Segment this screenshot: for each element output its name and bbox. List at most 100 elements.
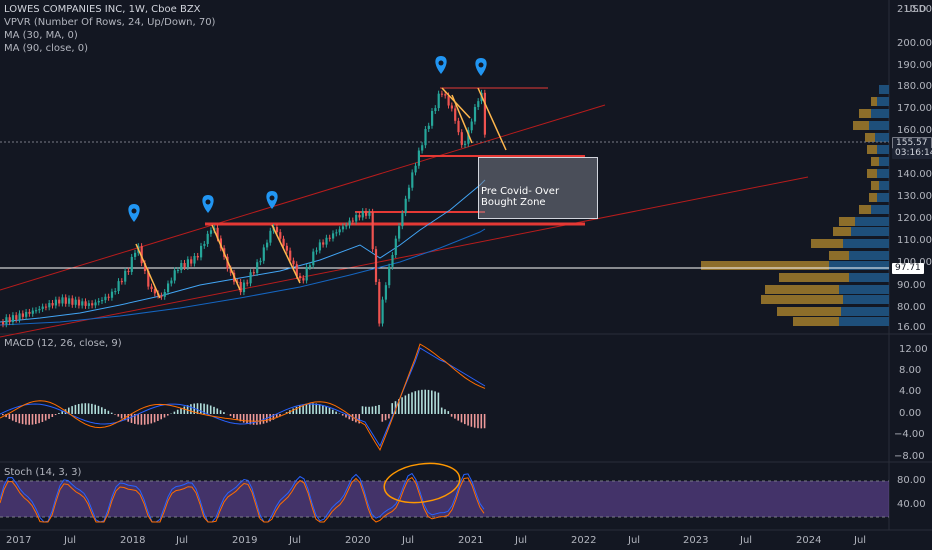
volume-profile-up-bar (829, 261, 889, 270)
candle-body (384, 285, 387, 300)
candle-body (127, 270, 130, 272)
volume-profile-up-bar (839, 317, 889, 326)
candle-body (322, 242, 325, 245)
candle-body (259, 260, 262, 263)
candle-body (242, 282, 246, 293)
macd-histogram-bar (77, 403, 80, 414)
macd-histogram-bar (249, 414, 252, 425)
macd-histogram-bar (384, 414, 387, 421)
macd-histogram-bar (272, 414, 275, 420)
candle-body (371, 211, 374, 250)
time-axis-label: 2017 (6, 535, 32, 546)
indicator-vpvr-label[interactable]: VPVR (Number Of Rows, 24, Up/Down, 70) (4, 17, 216, 28)
candle-body (252, 272, 255, 274)
candle-body (206, 233, 209, 244)
candle-body (25, 311, 28, 317)
macd-histogram-bar (143, 414, 146, 425)
macd-histogram-bar (424, 389, 426, 414)
macd-histogram-bar (454, 414, 456, 419)
volume-profile-down-bar (839, 217, 855, 226)
candle-body (361, 211, 364, 218)
candle-body (68, 298, 71, 304)
candle-body (15, 315, 18, 320)
volume-profile-up-bar (877, 97, 889, 106)
macd-histogram-bar (447, 411, 450, 414)
macd-histogram-bar (206, 404, 209, 414)
stoch-d-line (0, 476, 485, 523)
volume-profile-down-bar (829, 251, 849, 260)
pin-markers[interactable] (128, 56, 487, 222)
candle-body (183, 263, 186, 267)
macd-histogram-bar (401, 397, 403, 414)
chart-title[interactable]: LOWES COMPANIES INC, 1W, Cboe BZX (4, 4, 201, 15)
macd-histogram-bar (477, 414, 479, 429)
volume-profile-down-bar (765, 285, 839, 294)
candle-body (44, 306, 48, 308)
candle-body (249, 272, 252, 284)
candle-body (262, 247, 265, 261)
volume-profile-up-bar (849, 251, 889, 260)
candle-body (84, 301, 87, 306)
candle-body (58, 299, 61, 304)
macd-label[interactable]: MACD (12, 26, close, 9) (4, 338, 122, 349)
indicator-ma30-label[interactable]: MA (30, MA, 0) (4, 30, 78, 41)
macd-signal-line (0, 343, 486, 451)
price-tick-label: 120.00 (897, 213, 932, 224)
volume-profile-up-bar (839, 285, 889, 294)
volume-profile-down-bar (701, 261, 829, 270)
candle-body (64, 297, 67, 304)
price-tick-label: 180.00 (897, 81, 932, 92)
macd-histogram-bar (236, 414, 238, 420)
candle-body (110, 291, 114, 298)
candle-body (54, 299, 57, 306)
macd-histogram-bar (256, 414, 258, 425)
macd-histogram-bar (279, 414, 281, 417)
volume-profile-up-bar (841, 307, 889, 316)
volume-profile-up-bar (871, 205, 889, 214)
stoch-label[interactable]: Stoch (14, 3, 3) (4, 467, 82, 478)
candle-body (91, 303, 94, 306)
candle-body (153, 289, 156, 294)
indicator-ma90-label[interactable]: MA (90, close, 0) (4, 43, 89, 54)
candle-body (8, 317, 11, 323)
volume-profile-up-bar (877, 193, 889, 202)
candle-body (28, 311, 31, 314)
macd-tick-label: 8.00 (899, 365, 922, 376)
macd-histogram-bar (341, 414, 344, 416)
candle-body (21, 313, 24, 317)
candle-body (473, 107, 477, 122)
macd-histogram-bar (31, 414, 34, 425)
price-candles (2, 89, 486, 328)
candle-body (325, 237, 328, 245)
candle-body (5, 317, 8, 325)
macd-histogram-bar (97, 405, 100, 414)
candle-body (427, 125, 430, 130)
volume-profile-down-bar (811, 239, 843, 248)
macd-histogram-bar (335, 411, 337, 414)
candle-body (483, 92, 486, 135)
volume-profile-up-bar (849, 273, 889, 282)
price-tick-label: 130.00 (897, 191, 932, 202)
overbought-annotation-box[interactable]: Pre Covid- Over Bought Zone (478, 157, 598, 219)
candle-body (407, 187, 411, 199)
currency-label[interactable]: USD (905, 4, 927, 15)
macd-histogram-bar (101, 407, 103, 414)
time-axis-label: Jul (515, 535, 528, 546)
macd-histogram-bar (209, 405, 212, 414)
candle-body (61, 297, 64, 304)
candle-body (216, 227, 219, 239)
candle-body (101, 300, 104, 302)
candle-body (176, 270, 180, 272)
candle-body (440, 93, 444, 95)
candle-body (358, 214, 361, 218)
candle-body (341, 226, 345, 230)
candle-body (130, 256, 133, 272)
time-axis-label: Jul (176, 535, 189, 546)
macd-histogram-bar (216, 408, 219, 414)
volume-profile-down-bar (859, 205, 871, 214)
macd-histogram-bar (305, 403, 308, 414)
macd-histogram-bar (473, 414, 476, 428)
candle-body (338, 229, 341, 233)
macd-histogram-bar (200, 403, 202, 414)
